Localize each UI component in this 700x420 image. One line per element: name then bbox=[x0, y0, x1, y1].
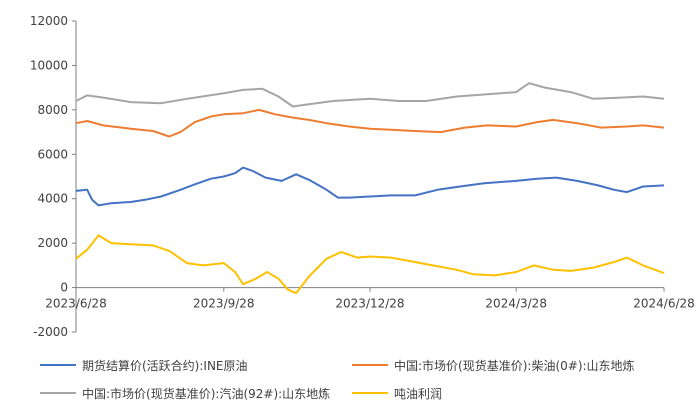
plot-area: 12000 10000 8000 6000 4000 2000 0 -2000 2023/6/2… bbox=[30, 14, 695, 339]
x-tick-label: 2024/3/28 bbox=[485, 297, 547, 311]
legend-swatch-profit bbox=[352, 392, 388, 394]
y-tick-label: 12000 bbox=[30, 14, 68, 28]
y-tick-label: -2000 bbox=[33, 325, 68, 339]
legend-swatch-ine-crude bbox=[40, 364, 76, 366]
x-tick-label: 2023/12/28 bbox=[335, 297, 404, 311]
legend-item-ine-crude: 期货结算价(活跃合约):INE原油 bbox=[40, 356, 248, 374]
legend-label-gasoline: 中国:市场价(现货基准价):汽油(92#):山东地炼 bbox=[82, 386, 331, 401]
x-tick-label: 2023/6/28 bbox=[45, 297, 107, 311]
series-line-diesel bbox=[75, 108, 665, 138]
series-line-ine-crude bbox=[75, 166, 665, 207]
legend-label-profit: 吨油利润 bbox=[394, 386, 443, 401]
legend-item-profit: 吨油利润 bbox=[352, 384, 442, 402]
y-tick-label: 6000 bbox=[37, 147, 68, 161]
legend-swatch-diesel bbox=[352, 364, 388, 366]
y-tick-label: 10000 bbox=[30, 58, 68, 72]
y-tick-label: 0 bbox=[60, 281, 68, 295]
x-tick-label: 2024/6/28 bbox=[633, 297, 695, 311]
legend-item-gasoline: 中国:市场价(现货基准价):汽油(92#):山东地炼 bbox=[40, 384, 330, 402]
series-line-profit bbox=[75, 234, 665, 295]
y-tick-label: 2000 bbox=[37, 236, 68, 250]
x-tick-label: 2023/9/28 bbox=[193, 297, 255, 311]
legend-item-diesel: 中国:市场价(现货基准价):柴油(0#):山东地炼 bbox=[352, 356, 635, 374]
y-tick-label: 4000 bbox=[37, 192, 68, 206]
series-line-gasoline bbox=[75, 82, 665, 108]
legend-label-diesel: 中国:市场价(现货基准价):柴油(0#):山东地炼 bbox=[394, 358, 635, 373]
legend-swatch-gasoline bbox=[40, 392, 76, 394]
legend-label-ine-crude: 期货结算价(活跃合约):INE原油 bbox=[82, 358, 248, 373]
y-tick-label: 8000 bbox=[37, 103, 68, 117]
